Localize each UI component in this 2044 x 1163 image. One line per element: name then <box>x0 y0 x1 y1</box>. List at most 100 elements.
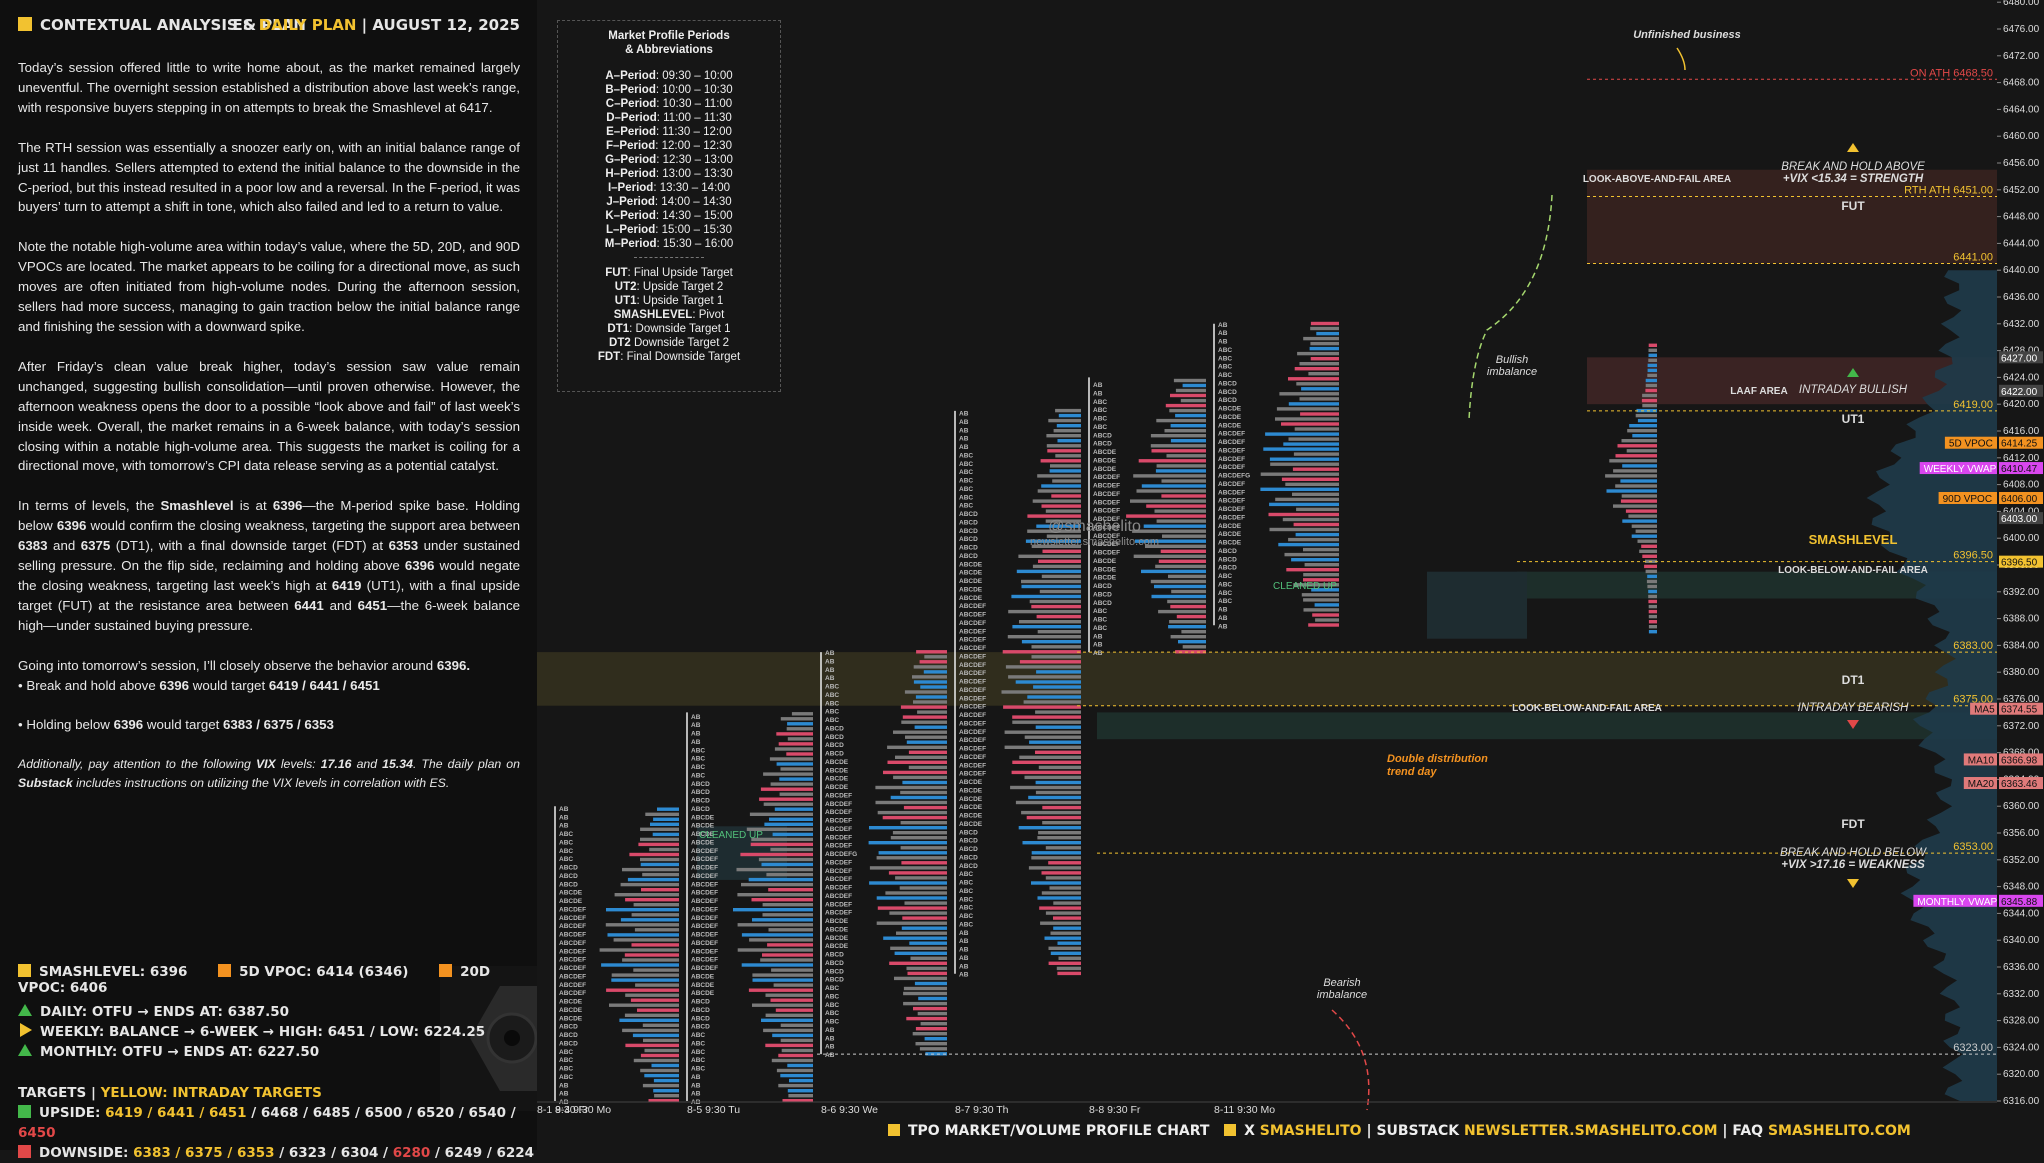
volume-bar <box>634 928 679 932</box>
tpo-letters: ABCD <box>1093 583 1112 590</box>
tpo-letters: AB <box>959 947 969 954</box>
volume-bar <box>1035 725 1081 729</box>
volume-bar <box>781 1048 813 1053</box>
legend-period: D–Period: 11:00 – 11:30 <box>606 112 732 124</box>
volume-bar <box>751 898 813 902</box>
price-tag <box>1999 384 2043 397</box>
volume-bar <box>774 747 813 751</box>
tpo-letters: ABCDEFG <box>825 851 857 858</box>
volume-bar <box>780 1073 813 1078</box>
volume-bar <box>1031 881 1081 885</box>
tpo-letters: ABCDE <box>691 973 715 980</box>
volume-bar <box>906 966 947 971</box>
tpo-letters: ABC <box>959 880 973 887</box>
volume-bar <box>1641 398 1657 403</box>
volume-bar <box>1031 856 1081 860</box>
volume-bar <box>1303 598 1339 602</box>
tpo-letters: AB <box>1093 642 1103 649</box>
tpo-letters: ABCDE <box>825 926 849 933</box>
tpo-letters: ABCDEF <box>825 876 852 883</box>
tpo-letters: AB <box>1093 650 1103 657</box>
tpo-letters: ABCDEF <box>959 687 986 694</box>
tpo-letters: ABCD <box>691 1007 710 1014</box>
volume-bar <box>1621 494 1657 498</box>
faq-link[interactable]: SMASHELITO.COM <box>1767 1123 1911 1139</box>
volume-bar <box>1310 321 1339 326</box>
volume-bar <box>1647 373 1657 378</box>
volume-bar <box>903 986 947 991</box>
volume-bar <box>1012 720 1081 724</box>
tpo-letters: ABCDEF <box>691 915 718 922</box>
level-label: ON ATH 6468.50 <box>1910 67 1993 79</box>
volume-bar <box>910 956 947 960</box>
volume-bar <box>1294 367 1339 371</box>
volume-bar <box>601 963 679 967</box>
trend-daily: DAILY: OTFU → ENDS AT: 6387.50 <box>18 1002 485 1022</box>
legend-period: J–Period: 14:00 – 14:30 <box>606 196 732 208</box>
volume-bar <box>1296 382 1339 386</box>
tpo-letters: ABCDE <box>559 1007 583 1014</box>
fut-zone <box>1587 169 1997 264</box>
price-tag-name-bg <box>1938 492 1997 504</box>
tpo-letters: ABCDE <box>825 767 849 774</box>
volume-bar <box>1050 951 1081 955</box>
volume-bar <box>1617 444 1657 448</box>
tpo-letters: ABCDEF <box>691 848 718 855</box>
volume-bar <box>1635 413 1657 418</box>
volume-bar <box>642 872 679 877</box>
price-tag <box>1999 351 2043 364</box>
tpo-letters: ABCDEF <box>559 948 586 955</box>
tpo-letters: ABCD <box>559 881 578 888</box>
tpo-letters: AB <box>959 938 969 945</box>
volume-bar <box>780 1038 813 1043</box>
volume-bar <box>1173 378 1206 383</box>
volume-bar <box>1648 599 1657 604</box>
tpo-letters: ABC <box>959 452 973 459</box>
volume-bar <box>1270 462 1339 466</box>
tpo-letters: AB <box>1093 382 1103 389</box>
tpo-letters: ABC <box>825 1019 839 1026</box>
tpo-letters: ABCDE <box>691 982 715 989</box>
volume-bar <box>733 908 813 912</box>
volume-bar <box>1275 417 1339 421</box>
y-tick-label: 6472.00 <box>2003 51 2040 62</box>
volume-bar <box>1171 589 1206 594</box>
tpo-letters: ABCDEF <box>559 965 586 972</box>
volume-bar <box>902 780 947 785</box>
volume-bar <box>904 690 947 694</box>
tpo-letters: ABC <box>959 486 973 493</box>
cleaned-up-label: CLEANED UP <box>699 830 763 841</box>
volume-bar <box>917 710 947 714</box>
volume-bar <box>632 1033 679 1038</box>
volume-bar <box>1648 358 1657 362</box>
intraday-bullish-label: INTRADAY BULLISH <box>1799 384 1908 396</box>
volume-bar <box>769 757 813 761</box>
volume-bar <box>924 655 947 659</box>
volume-bar <box>1293 583 1339 587</box>
substack-link[interactable]: NEWSLETTER.SMASHELITO.COM <box>1463 1123 1718 1139</box>
tpo-letters: ABCDE <box>959 578 983 585</box>
volume-bar <box>1145 544 1206 548</box>
tpo-letters: ABCDEF <box>1093 474 1120 481</box>
tpo-letters: AB <box>1218 339 1228 346</box>
tpo-letters: ABCD <box>959 528 978 535</box>
volume-bar <box>1648 348 1657 352</box>
y-tick-label: 6384.00 <box>2003 640 2040 651</box>
volume-bar <box>1164 429 1206 433</box>
volume-bar <box>1304 563 1339 567</box>
tpo-letters: AB <box>691 739 701 746</box>
price-tag-value: 6422.00 <box>2001 387 2038 398</box>
volume-bar <box>876 856 947 860</box>
tpo-letters: ABCDE <box>691 823 715 830</box>
ut1-label: UT1 <box>1842 412 1865 426</box>
volume-bar <box>1015 680 1081 684</box>
bearish-imbalance-arrow <box>1331 1009 1370 1111</box>
volume-bar <box>892 831 947 835</box>
volume-bar <box>1058 413 1081 418</box>
volume-bar <box>1143 524 1206 528</box>
volume-bar <box>791 712 813 716</box>
double-distribution-label: trend day <box>1387 766 1437 778</box>
volume-bar <box>1645 388 1657 393</box>
volume-bar <box>1023 700 1081 704</box>
x-handle-link[interactable]: SMASHELITO <box>1259 1123 1362 1139</box>
